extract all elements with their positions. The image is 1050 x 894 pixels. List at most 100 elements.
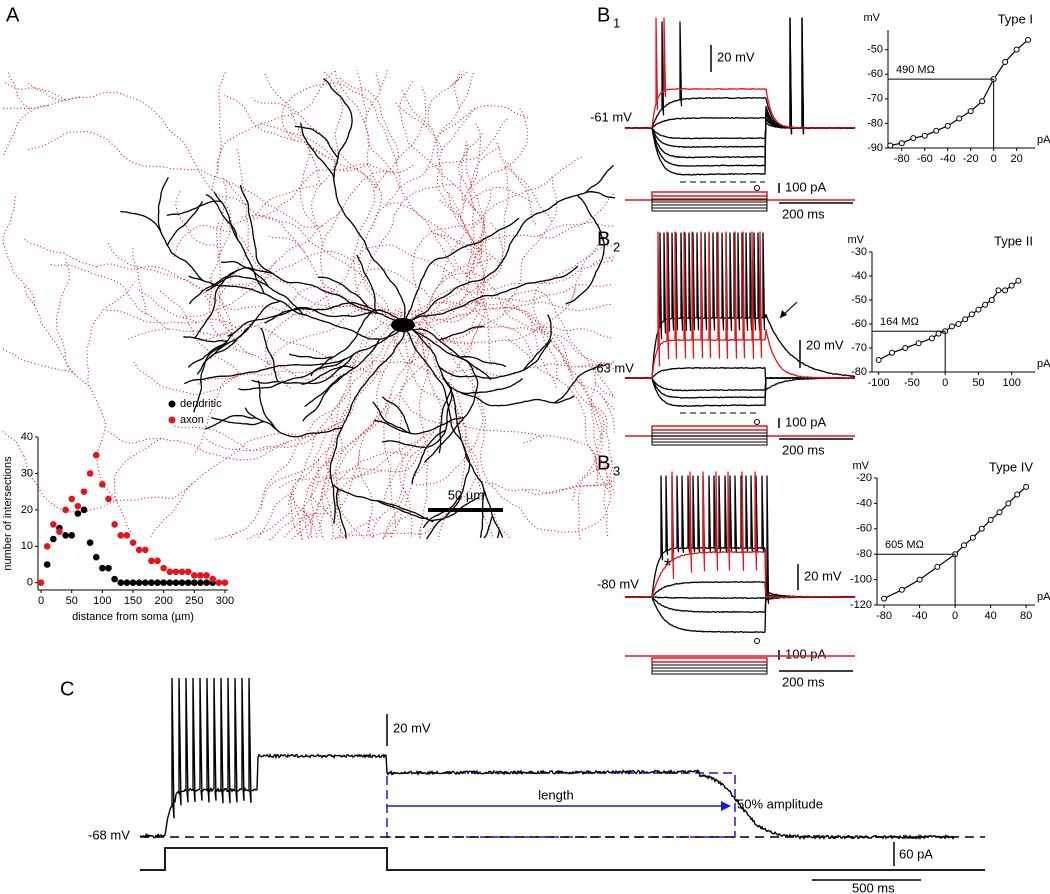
data-point — [190, 579, 198, 587]
y-tick-label: 0 — [27, 577, 33, 589]
axon — [171, 424, 288, 452]
data-point — [123, 532, 131, 539]
marker: * — [664, 555, 672, 577]
x-tick-label: 20 — [1011, 153, 1023, 165]
axon — [132, 246, 147, 315]
data-point — [74, 502, 82, 510]
x-tick-label: 40 — [984, 610, 996, 622]
dendrite — [496, 529, 500, 539]
data-point — [934, 563, 941, 570]
data-point — [956, 115, 963, 122]
axon — [477, 142, 509, 291]
axon — [264, 307, 311, 389]
data-point — [172, 568, 180, 576]
voltage-trace — [624, 475, 856, 604]
dendrite — [404, 217, 520, 326]
axon — [408, 301, 613, 345]
y-tick-label: 40 — [21, 431, 33, 443]
resistance-label: 164 MΩ — [880, 316, 919, 328]
y-tick-label: -80 — [851, 366, 867, 378]
axon — [476, 474, 494, 539]
axon — [523, 434, 601, 475]
legend-label: axon — [180, 414, 204, 426]
data-point — [92, 451, 100, 459]
x-tick-label: 300 — [216, 595, 234, 607]
scale-label: 100 pA — [785, 414, 827, 429]
axon — [2, 348, 73, 373]
axon — [288, 327, 378, 506]
legend-marker — [168, 416, 176, 424]
axon — [159, 290, 242, 376]
axon — [24, 286, 117, 502]
chart-title: Type II — [994, 233, 1033, 248]
axon — [411, 155, 584, 345]
dendrite — [157, 177, 169, 233]
data-point — [902, 345, 909, 351]
axon — [50, 263, 169, 330]
data-point — [209, 575, 216, 583]
dendrite — [332, 484, 434, 523]
y-tick-label: -80 — [867, 117, 883, 129]
dendrite — [483, 490, 504, 538]
resistance-label: 605 MΩ — [885, 539, 924, 551]
y-tick-label: -90 — [867, 142, 883, 154]
x-tick-label: -60 — [917, 153, 933, 165]
panel-index: 2 — [613, 239, 620, 254]
axon — [260, 123, 337, 198]
x-tick-label: 0 — [952, 610, 958, 622]
axon — [481, 480, 613, 494]
axon — [366, 267, 432, 300]
axon — [229, 362, 373, 540]
dendrite — [264, 302, 378, 324]
axon — [443, 287, 577, 344]
data-point — [172, 579, 180, 587]
axon — [213, 532, 237, 541]
marker — [754, 638, 760, 644]
axon — [384, 436, 424, 503]
axon — [113, 438, 162, 535]
dendrite — [459, 377, 523, 395]
panel-label: B — [597, 4, 610, 26]
axon — [535, 326, 612, 339]
y-tick-label: -80 — [856, 548, 872, 560]
scale-label: 100 pA — [785, 179, 827, 194]
axon — [469, 122, 482, 189]
panel-label: A — [6, 4, 20, 26]
data-point — [1015, 277, 1022, 284]
data-point — [888, 349, 895, 356]
data-point — [178, 579, 186, 587]
y-tick-label: -60 — [856, 523, 872, 535]
y-tick-label: -120 — [850, 599, 872, 611]
data-point — [1023, 483, 1030, 490]
dendrite — [382, 373, 453, 449]
rest-label: -61 mV — [590, 109, 632, 124]
axon — [603, 472, 609, 538]
data-point — [135, 546, 143, 554]
dendrite — [523, 314, 552, 371]
axon — [409, 309, 512, 540]
axon — [568, 236, 605, 305]
dendrite — [585, 164, 614, 193]
chart: -80 -60 -40 -20 0 20 -90 -80 -70 -60 -50 Type I mV pA… — [864, 11, 1050, 164]
data-point — [898, 140, 905, 147]
axon — [290, 425, 333, 539]
dendrite — [438, 325, 485, 341]
data-point — [43, 542, 51, 550]
axon — [437, 233, 502, 265]
dendrite — [437, 339, 553, 379]
y-tick-label: -40 — [856, 497, 872, 509]
axon — [431, 257, 492, 298]
axon — [407, 340, 472, 365]
data-point — [184, 579, 192, 587]
y-axis-label: mV — [853, 460, 870, 472]
voltage-trace — [624, 376, 856, 407]
axon — [477, 188, 493, 255]
dendrite — [244, 407, 343, 438]
dendrite — [310, 310, 375, 377]
x-tick-label: 100 — [93, 595, 111, 607]
dendrite — [166, 201, 204, 246]
data-point — [944, 122, 951, 129]
axon — [173, 224, 235, 257]
axon — [217, 205, 386, 381]
dendrite — [188, 275, 406, 340]
